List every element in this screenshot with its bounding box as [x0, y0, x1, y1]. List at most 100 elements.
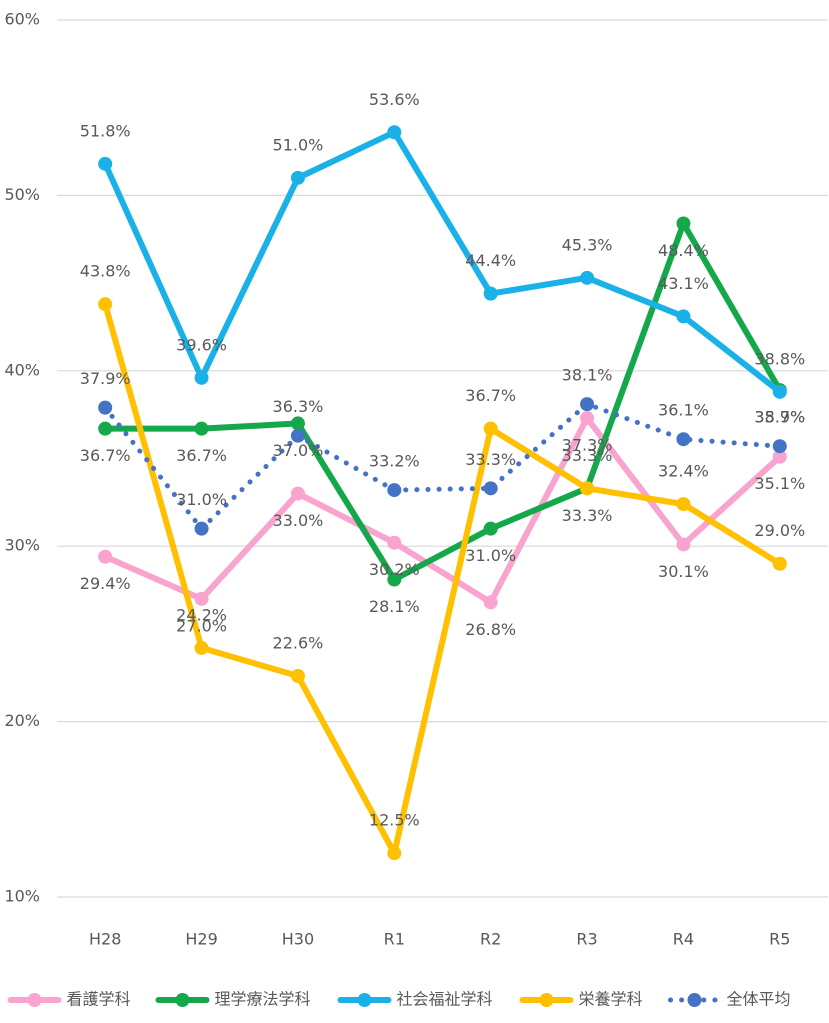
marker — [580, 270, 595, 285]
marker — [772, 384, 787, 399]
legend-label: 栄養学科 — [579, 990, 643, 1009]
series-line — [102, 415, 783, 606]
data-label: 29.0% — [754, 521, 805, 540]
data-label: 38.9% — [754, 408, 805, 427]
marker — [98, 421, 113, 436]
data-label: 48.4% — [658, 241, 709, 260]
data-label: 31.0% — [465, 546, 516, 565]
marker — [387, 125, 402, 140]
marker — [290, 170, 305, 185]
legend-marker — [27, 993, 42, 1007]
marker — [387, 535, 402, 550]
legend-marker — [539, 993, 554, 1007]
data-label: 43.8% — [80, 262, 131, 281]
data-label: 37.9% — [80, 369, 131, 388]
y-tick-label: 50% — [4, 185, 40, 204]
data-label: 53.6% — [369, 90, 420, 109]
data-label: 36.7% — [465, 386, 516, 405]
legend-label: 全体平均 — [727, 990, 791, 1009]
series-line — [102, 220, 783, 583]
data-label: 37.3% — [562, 436, 613, 455]
data-label: 35.1% — [754, 474, 805, 493]
marker — [98, 297, 113, 312]
marker — [772, 449, 787, 464]
data-label: 35.7% — [754, 408, 805, 427]
marker — [772, 556, 787, 571]
marker — [772, 439, 787, 454]
data-label: 30.2% — [369, 560, 420, 579]
marker — [290, 416, 305, 431]
data-label: 44.4% — [465, 251, 516, 270]
marker — [290, 668, 305, 683]
data-label: 27.0% — [176, 616, 227, 635]
marker — [290, 486, 305, 501]
marker — [483, 521, 498, 536]
data-label: 30.1% — [658, 562, 709, 581]
marker — [194, 421, 209, 436]
marker — [387, 572, 402, 587]
y-tick-label: 30% — [4, 536, 40, 555]
x-tick-label: R4 — [673, 930, 694, 949]
marker — [194, 370, 209, 385]
marker — [580, 397, 595, 412]
marker — [387, 483, 402, 498]
series-line — [102, 301, 783, 857]
legend-marker — [687, 993, 702, 1007]
data-label: 33.2% — [369, 452, 420, 471]
legend-marker — [175, 993, 190, 1007]
marker — [387, 846, 402, 861]
data-label: 29.4% — [80, 574, 131, 593]
series-line — [102, 129, 783, 395]
data-label: 33.3% — [562, 506, 613, 525]
data-label: 33.3% — [562, 446, 613, 465]
x-tick-label: R5 — [769, 930, 790, 949]
marker — [580, 481, 595, 496]
data-label: 24.2% — [176, 605, 227, 624]
x-tick-label: H28 — [89, 930, 121, 949]
marker — [194, 521, 209, 536]
data-label: 39.6% — [176, 335, 227, 354]
data-label: 33.3% — [465, 450, 516, 469]
data-label: 26.8% — [465, 620, 516, 639]
marker — [98, 156, 113, 171]
legend-label: 理学療法学科 — [215, 990, 311, 1009]
x-tick-label: H30 — [282, 930, 314, 949]
data-label: 22.6% — [273, 633, 324, 652]
x-tick-label: R1 — [384, 930, 405, 949]
marker — [483, 286, 498, 301]
marker — [483, 595, 498, 610]
marker — [676, 216, 691, 231]
data-label: 31.0% — [176, 490, 227, 509]
marker — [194, 640, 209, 655]
data-label: 51.8% — [80, 121, 131, 140]
data-label: 36.3% — [273, 397, 324, 416]
x-tick-label: R2 — [480, 930, 501, 949]
marker — [290, 428, 305, 443]
marker — [676, 432, 691, 447]
data-label: 51.0% — [273, 135, 324, 154]
marker — [676, 537, 691, 552]
x-tick-label: R3 — [576, 930, 597, 949]
data-label: 12.5% — [369, 811, 420, 830]
legend-label: 社会福祉学科 — [397, 990, 493, 1009]
y-tick-label: 10% — [4, 887, 40, 906]
marker — [98, 400, 113, 415]
data-label: 33.0% — [273, 511, 324, 530]
data-label: 36.1% — [658, 401, 709, 420]
marker — [580, 411, 595, 426]
data-label: 36.7% — [80, 446, 131, 465]
marker — [98, 549, 113, 564]
data-label: 38.1% — [562, 366, 613, 385]
y-tick-label: 40% — [4, 360, 40, 379]
data-label: 43.1% — [658, 274, 709, 293]
marker — [483, 421, 498, 436]
y-tick-label: 60% — [4, 10, 40, 29]
legend-label: 看護学科 — [67, 990, 131, 1009]
data-label: 36.7% — [176, 446, 227, 465]
data-label: 37.0% — [273, 441, 324, 460]
legend-marker — [357, 993, 372, 1007]
marker — [194, 591, 209, 606]
marker — [676, 309, 691, 324]
marker — [483, 481, 498, 496]
